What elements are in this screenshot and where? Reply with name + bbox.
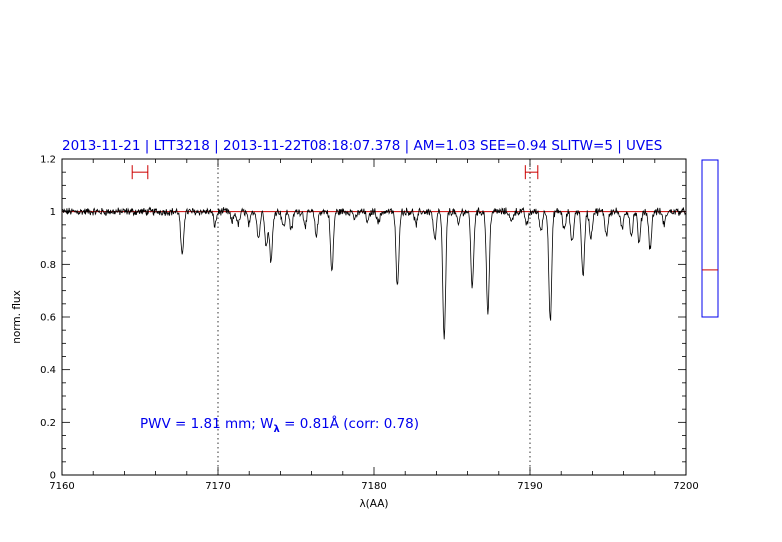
x-tick-label: 7190: [517, 481, 542, 492]
continuum-windows: [131, 165, 539, 180]
y-tick-label: 0: [50, 471, 56, 482]
y-tick-label: 0.6: [40, 313, 56, 324]
y-axis-label: norm. flux: [11, 290, 23, 344]
reference-lines: [217, 159, 531, 475]
side-bar: [701, 159, 719, 318]
plot-area: 7160 7170 7180 7190 7200 0 0.2 0.4 0.6 0.8 1 1.2: [40, 155, 699, 493]
axis-ticks: 7160 7170 7180 7190 7200 0 0.2 0.4 0.6 0.8 1 1.2: [40, 155, 699, 493]
x-tick-label: 7180: [361, 481, 386, 492]
continuum-window: [131, 165, 149, 180]
y-tick-label: 1: [50, 207, 56, 218]
x-tick-label: 7170: [205, 481, 230, 492]
pwv-annotation-rest: = 0.81Å (corr: 0.78): [280, 415, 419, 432]
y-tick-label: 0.8: [40, 260, 56, 271]
y-tick-label: 0.2: [40, 418, 56, 429]
x-tick-label: 7200: [673, 481, 698, 492]
x-tick-label: 7160: [49, 481, 74, 492]
chart-title: 2013-11-21 | LTT3218 | 2013-11-22T08:18:…: [62, 138, 662, 154]
y-tick-label: 0.4: [40, 365, 56, 376]
pwv-annotation-sub: λ: [273, 424, 280, 435]
x-axis-label: λ(AA): [359, 498, 388, 510]
continuum-window: [524, 165, 539, 180]
side-bar-frame: [701, 159, 719, 318]
y-tick-label: 1.2: [40, 155, 56, 166]
spectrum-line: [61, 206, 686, 340]
pwv-annotation-main: PWV = 1.81 mm; W: [140, 416, 273, 432]
pwv-annotation: PWV = 1.81 mm; Wλ = 0.81Å (corr: 0.78): [140, 415, 419, 435]
